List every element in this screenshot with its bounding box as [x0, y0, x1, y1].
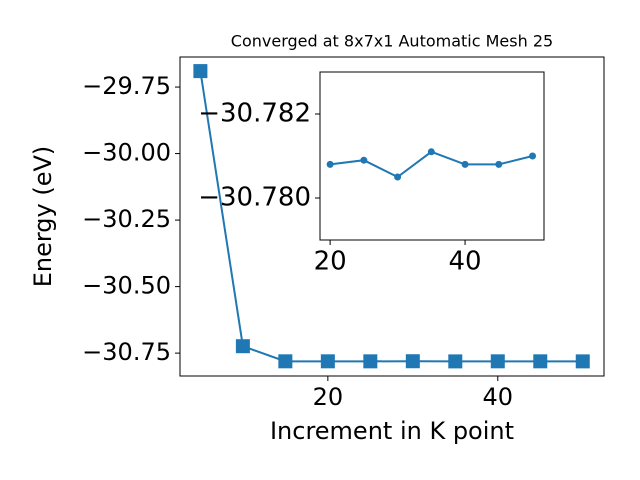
marker [235, 339, 250, 354]
x-tick-label: 40 [449, 247, 482, 277]
marker [533, 354, 548, 369]
y-tick-label: −30.780 [198, 183, 311, 213]
y-tick-label: −30.25 [82, 205, 171, 233]
y-tick-label: −30.782 [198, 99, 311, 129]
marker [448, 354, 463, 369]
x-axis-label: Increment in K point [270, 417, 514, 445]
y-tick-label: −30.75 [82, 338, 171, 366]
marker [490, 354, 505, 369]
y-axis-label: Energy (eV) [29, 146, 57, 288]
marker [326, 160, 334, 168]
y-tick-label: −29.75 [82, 72, 171, 100]
plot-area [319, 71, 545, 241]
marker [427, 148, 435, 156]
x-tick-label: 20 [314, 247, 347, 277]
x-tick-label: 40 [483, 383, 514, 411]
marker [320, 354, 335, 369]
marker [363, 354, 378, 369]
y-tick-label: −30.50 [82, 272, 171, 300]
marker [278, 354, 293, 369]
marker [360, 156, 368, 164]
chart-title: Converged at 8x7x1 Automatic Mesh 25 [231, 32, 553, 51]
marker [405, 354, 420, 369]
marker [495, 160, 503, 168]
marker [193, 64, 208, 79]
line [199, 70, 583, 363]
marker [394, 173, 402, 181]
y-tick-label: −30.00 [82, 139, 171, 167]
x-tick-label: 20 [313, 383, 344, 411]
marker [529, 152, 537, 160]
marker [575, 354, 590, 369]
marker [461, 160, 469, 168]
